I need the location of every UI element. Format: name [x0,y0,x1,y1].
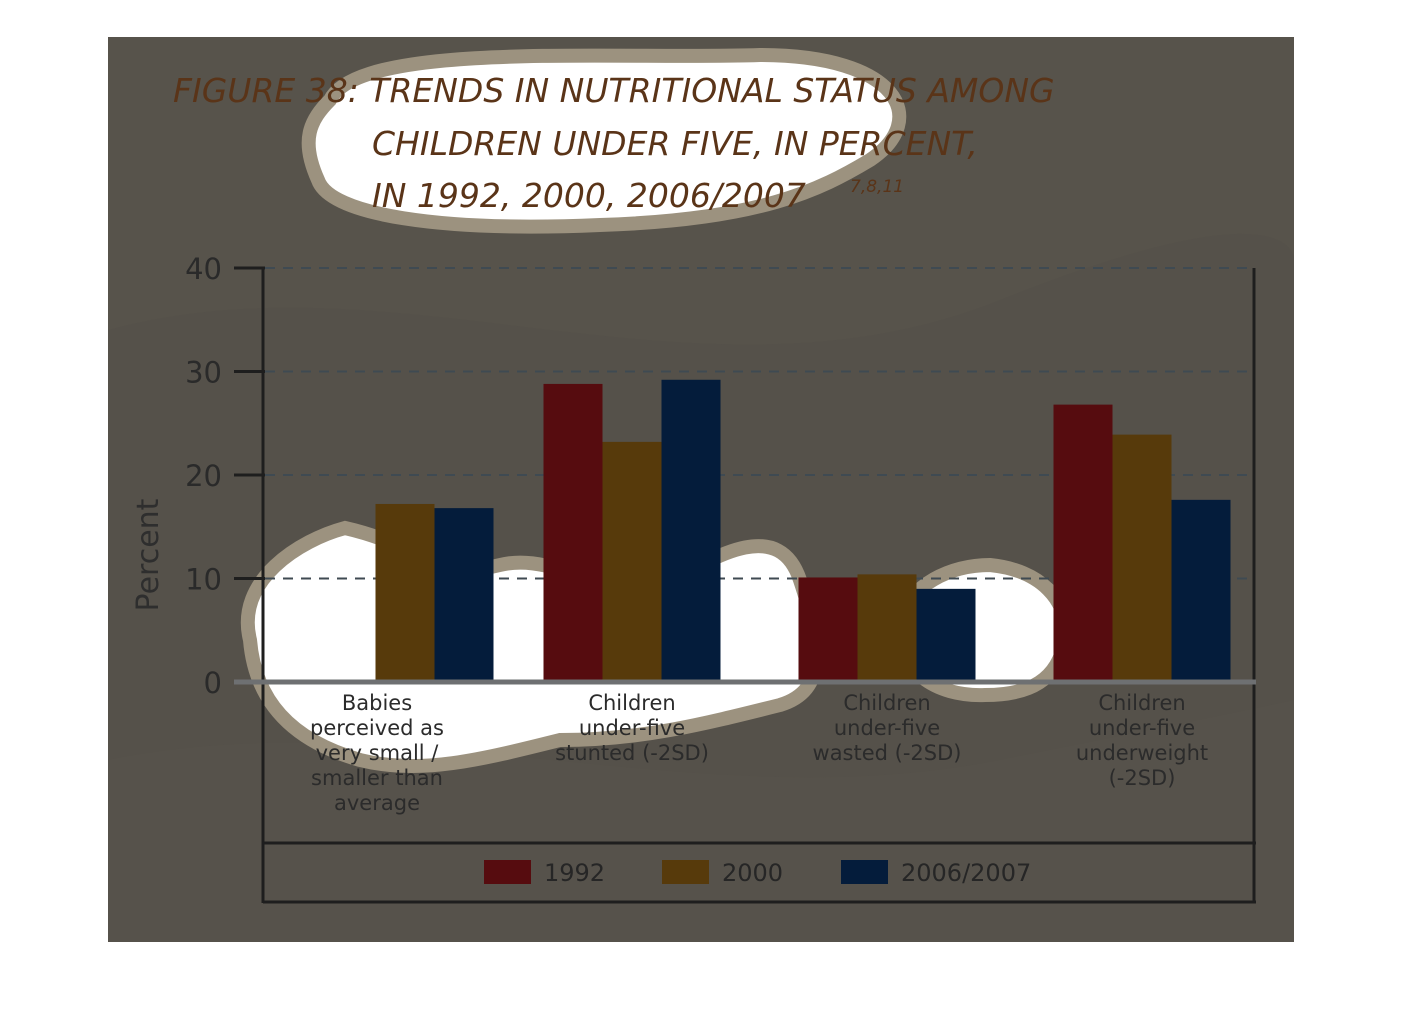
chart-title-line: FIGURE 38: TRENDS IN NUTRITIONAL STATUS … [173,71,1055,110]
chart-title-line: CHILDREN UNDER FIVE, IN PERCENT, [372,124,978,163]
legend-swatch [662,860,709,884]
category-label: Children under-five underweight (-2SD) [1076,691,1208,790]
legend-label: 2000 [722,859,783,887]
y-tick-label: 40 [185,252,222,286]
bar-2000-1 [602,441,662,682]
category-label: Children under-five wasted (-2SD) [813,691,962,765]
category-label: Children under-five stunted (-2SD) [555,691,709,765]
bar-2000-3 [1112,434,1172,682]
y-tick-label: 20 [185,459,222,493]
bar-1992-2 [798,577,858,682]
legend-label: 1992 [544,859,605,887]
bar-20062007-3 [1171,499,1231,682]
legend-swatch [841,860,888,884]
bar-2000-0 [375,503,435,682]
y-tick-label: 0 [204,666,222,700]
bar-20062007-1 [661,379,721,682]
bar-1992-3 [1053,404,1113,682]
legend-label: 2006/2007 [901,859,1031,887]
y-tick-label: 30 [185,356,222,390]
category-label: Babies perceived as very small / smaller th… [310,691,444,815]
legend-swatch [484,860,531,884]
bar-20062007-2 [916,588,976,682]
bar-1992-1 [543,383,603,682]
chart-title-line: IN 1992, 2000, 2006/2007 [372,176,806,215]
title-superscript: 7,8,11 [850,177,904,197]
bar-20062007-0 [434,508,494,682]
highlight-blob [301,47,907,234]
y-tick-label: 10 [185,563,222,597]
bar-2000-2 [857,574,917,682]
y-axis-label: Percent [131,498,166,611]
